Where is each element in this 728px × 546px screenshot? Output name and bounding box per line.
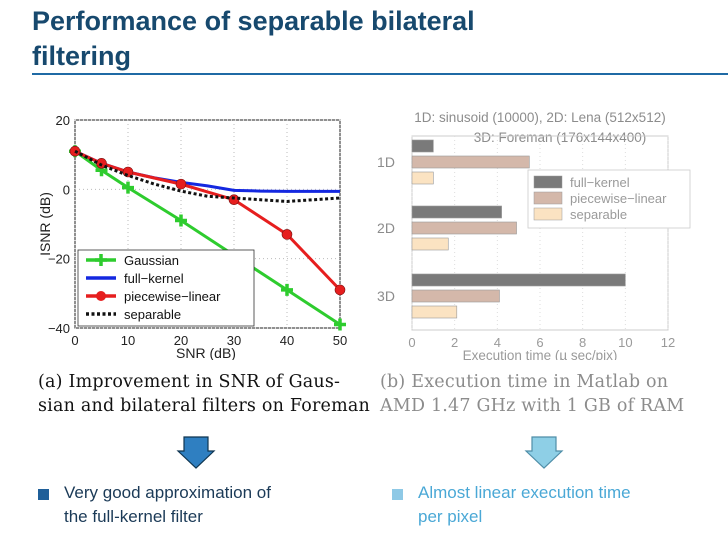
legend-label: piecewise−linear	[570, 191, 667, 206]
caption-b: (b) Execution time in Matlab on AMD 1.47…	[380, 370, 684, 418]
legend-box	[77, 249, 255, 327]
bar	[411, 171, 434, 185]
bullet-left-line-2: the full-kernel filter	[64, 507, 203, 526]
data-point	[69, 145, 81, 157]
x-tick-label: 0	[71, 333, 78, 348]
data-point	[281, 283, 293, 296]
caption-a: (a) Improvement in SNR of Gaus- sian and…	[38, 370, 370, 418]
title-line-1: Performance of separable bilateral	[32, 6, 475, 36]
legend-label: separable	[124, 307, 181, 322]
down-arrow-icon	[524, 436, 564, 469]
data-point	[175, 178, 187, 190]
bar	[411, 221, 517, 235]
slide-title: Performance of separable bilateral filte…	[32, 4, 632, 74]
x-tick-label: 10	[121, 333, 135, 348]
series-line-1	[74, 149, 341, 326]
y-tick-label: 20	[56, 113, 70, 128]
bar	[411, 305, 458, 319]
data-point	[228, 194, 240, 206]
isnr-line-chart: 0 10 20 30 40 50 20 0 −20 −40 ISNR (dB) SNR (dB) Ga…	[37, 113, 347, 360]
bar	[411, 155, 530, 169]
bar	[411, 237, 449, 251]
bar	[411, 205, 502, 219]
bar	[411, 289, 500, 303]
down-arrow-icon	[176, 436, 216, 469]
square-bullet-icon	[392, 489, 403, 500]
data-point	[334, 284, 346, 296]
square-bullet-icon	[38, 489, 49, 500]
legend-label: separable	[570, 207, 627, 222]
data-point	[334, 318, 346, 331]
caption-b-line-2: AMD 1.47 GHz with 1 GB of RAM	[380, 396, 685, 416]
title-rule-gap	[150, 60, 728, 73]
bar-chart-title-line-1: 1D: sinusoid (10000), 2D: Lena (512x512)	[414, 110, 665, 125]
bar-chart-title-line-2: 3D: Foreman (176x144x400)	[474, 130, 647, 145]
caption-a-line-2: sian and bilateral filters on Foreman	[38, 396, 370, 416]
legend-swatch	[533, 175, 563, 189]
x-tick-label: 6	[536, 335, 543, 350]
category-label: 1D	[377, 154, 395, 170]
legend-label: Gaussian	[124, 253, 179, 268]
execution-time-bar-chart: 1D: sinusoid (10000), 2D: Lena (512x512)…	[377, 110, 691, 360]
caption-b-line-1: (b) Execution time in Matlab on	[380, 372, 669, 392]
legend-label: full−kernel	[570, 175, 630, 190]
legend-marker	[95, 254, 107, 266]
x-tick-label: 4	[494, 335, 501, 350]
data-point	[281, 229, 293, 240]
data-point	[122, 181, 134, 194]
x-tick-label: 2	[451, 335, 458, 350]
x-tick-label: 0	[408, 335, 415, 350]
x-tick-label: 50	[333, 333, 347, 348]
y-tick-label: −40	[48, 321, 70, 336]
data-point	[175, 214, 187, 227]
y-tick-label: 0	[63, 182, 70, 197]
x-tick-label: 30	[227, 333, 241, 348]
legend-swatch	[533, 207, 563, 221]
x-tick-label: 8	[579, 335, 586, 350]
title-line-2: filtering	[32, 41, 131, 71]
category-label: 3D	[377, 288, 395, 304]
x-tick-label: 12	[661, 335, 675, 350]
title-rule	[32, 73, 728, 75]
x-tick-label: 40	[280, 333, 294, 348]
legend-label: full−kernel	[124, 271, 184, 286]
bar	[411, 273, 626, 287]
x-tick-label: 10	[618, 335, 632, 350]
legend-label: piecewise−linear	[124, 289, 221, 304]
y-tick-label: −20	[48, 252, 70, 267]
x-tick-label: 20	[174, 333, 188, 348]
bar	[411, 139, 434, 153]
bullet-right-line-2: per pixel	[418, 507, 483, 526]
y-axis-label: ISNR (dB)	[37, 192, 53, 256]
bullet-left-line-1: Very good approximation of	[64, 483, 271, 502]
x-axis-label: Execution time (µ sec/pix)	[463, 348, 618, 360]
category-label: 2D	[377, 220, 395, 236]
caption-a-line-1: (a) Improvement in SNR of Gaus-	[38, 372, 341, 392]
legend-swatch	[533, 191, 563, 205]
legend-marker	[96, 291, 106, 301]
x-axis-label: SNR (dB)	[176, 345, 236, 360]
bullet-right-line-1: Almost linear execution time	[418, 483, 631, 502]
